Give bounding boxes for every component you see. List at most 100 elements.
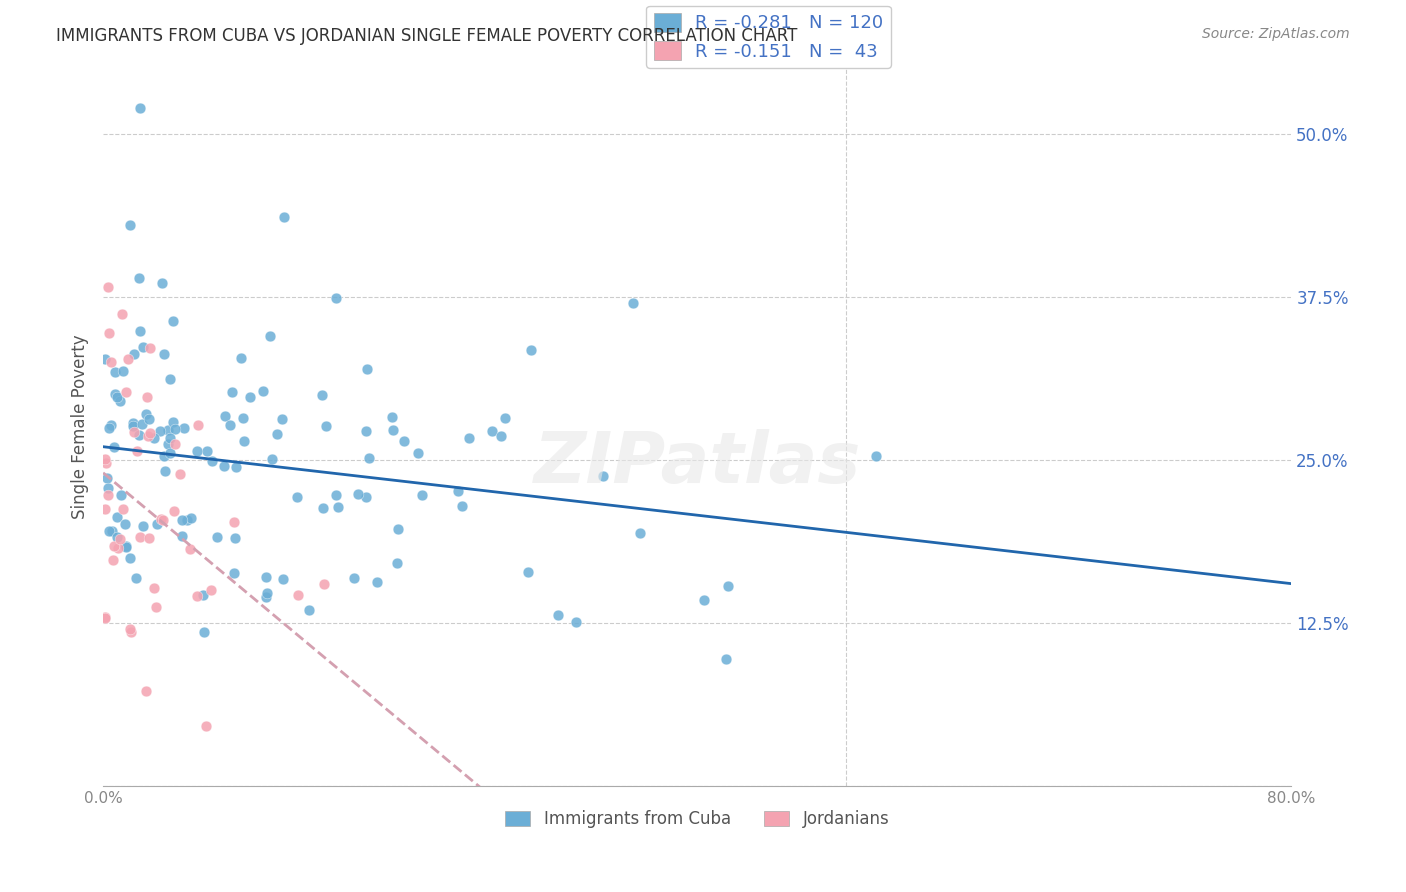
Point [104,366,127,380]
Point [127,444,149,458]
Point [131,417,153,431]
Point [162,314,184,328]
Point [260,452,283,467]
Point [153,449,176,463]
Point [457,431,479,445]
Point [224,515,246,529]
Point [94,609,117,624]
Point [100,417,122,432]
Point [136,428,159,442]
Point [94,502,117,516]
Point [163,504,186,518]
Point [98,524,121,539]
Point [100,524,122,538]
Y-axis label: Single Female Poverty: Single Female Poverty [72,334,89,519]
Point [256,586,278,600]
Point [93,351,115,366]
Point [325,488,347,502]
Point [122,419,145,434]
Point [266,426,288,441]
Point [120,551,142,566]
Point [128,324,150,338]
Point [547,608,569,623]
Point [100,354,122,368]
Point [716,579,738,593]
Point [132,340,155,354]
Point [239,390,262,404]
Point [138,412,160,426]
Point [225,460,247,475]
Point [115,385,138,400]
Point [516,565,538,579]
Text: Source: ZipAtlas.com: Source: ZipAtlas.com [1202,27,1350,41]
Point [136,390,159,404]
Point [104,387,127,401]
Point [354,424,377,438]
Point [143,581,166,595]
Point [297,603,319,617]
Point [224,531,246,545]
Point [117,351,139,366]
Point [135,407,157,421]
Point [252,384,274,399]
Point [93,452,115,467]
Point [143,431,166,445]
Point [97,280,120,294]
Point [153,464,176,478]
Point [621,295,644,310]
Point [273,211,295,225]
Point [387,523,409,537]
Point [314,577,336,591]
Point [107,390,129,404]
Point [103,441,125,455]
Point [191,589,214,603]
Point [195,444,218,458]
Point [865,449,887,463]
Point [359,450,381,465]
Point [628,526,651,541]
Point [254,570,277,584]
Point [139,425,162,440]
Point [96,456,118,470]
Point [214,409,236,424]
Point [326,500,349,515]
Point [131,518,153,533]
Legend: Immigrants from Cuba, Jordanians: Immigrants from Cuba, Jordanians [499,804,896,835]
Point [450,499,472,513]
Point [347,487,370,501]
Point [354,490,377,504]
Point [172,529,194,543]
Point [103,539,125,553]
Point [343,570,366,584]
Point [186,417,208,432]
Point [111,307,134,321]
Point [481,424,503,438]
Point [135,684,157,698]
Point [159,372,181,386]
Point [150,276,173,290]
Point [138,342,160,356]
Point [105,510,128,524]
Point [520,343,543,358]
Point [205,530,228,544]
Point [311,388,333,402]
Point [714,652,737,666]
Point [138,531,160,545]
Point [381,410,404,425]
Point [114,516,136,531]
Point [170,513,193,527]
Point [273,573,295,587]
Point [494,410,516,425]
Point [565,615,588,630]
Point [120,625,142,640]
Point [287,588,309,602]
Point [145,516,167,531]
Point [156,423,179,437]
Point [232,411,254,425]
Point [311,501,333,516]
Point [186,444,208,458]
Point [110,487,132,501]
Point [156,437,179,451]
Point [159,445,181,459]
Point [214,459,236,474]
